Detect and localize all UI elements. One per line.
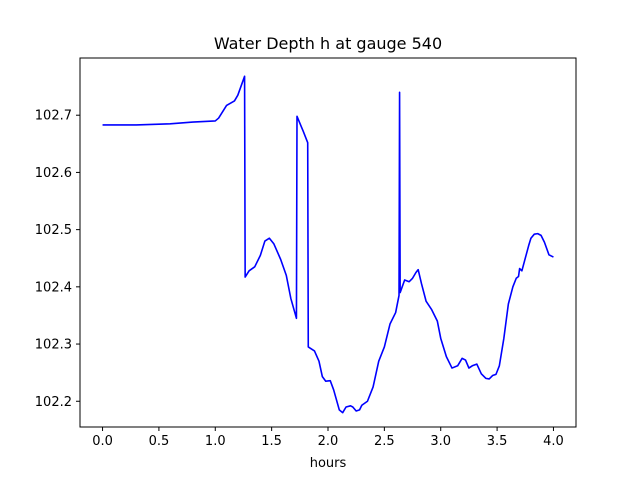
chart-title: Water Depth h at gauge 540 xyxy=(214,34,442,53)
x-tick-label: 0.5 xyxy=(149,434,170,449)
x-tick-label: 1.0 xyxy=(205,434,226,449)
series-line-0 xyxy=(102,75,554,414)
series-layer xyxy=(102,75,554,414)
x-tick-label: 2.0 xyxy=(318,434,339,449)
x-tick-label: 3.5 xyxy=(487,434,508,449)
y-tick-label: 102.4 xyxy=(35,280,72,295)
x-axis-label: hours xyxy=(310,456,347,471)
x-tick-label: 2.5 xyxy=(374,434,395,449)
x-tick-label: 3.0 xyxy=(430,434,451,449)
plot-area xyxy=(80,58,576,427)
x-tick-label: 1.5 xyxy=(261,434,282,449)
y-axis: 102.2 102.3 102.4 102.5 102.6 102.7 xyxy=(35,109,80,410)
x-axis: 0.0 0.5 1.0 1.5 2.0 2.5 3.0 3.5 4.0 xyxy=(92,427,564,449)
y-tick-label: 102.6 xyxy=(35,166,72,181)
y-tick-label: 102.2 xyxy=(35,395,72,410)
x-tick-label: 0.0 xyxy=(92,434,113,449)
y-tick-label: 102.5 xyxy=(35,223,72,238)
y-tick-label: 102.7 xyxy=(35,109,72,124)
y-tick-label: 102.3 xyxy=(35,338,72,353)
x-tick-label: 4.0 xyxy=(543,434,564,449)
